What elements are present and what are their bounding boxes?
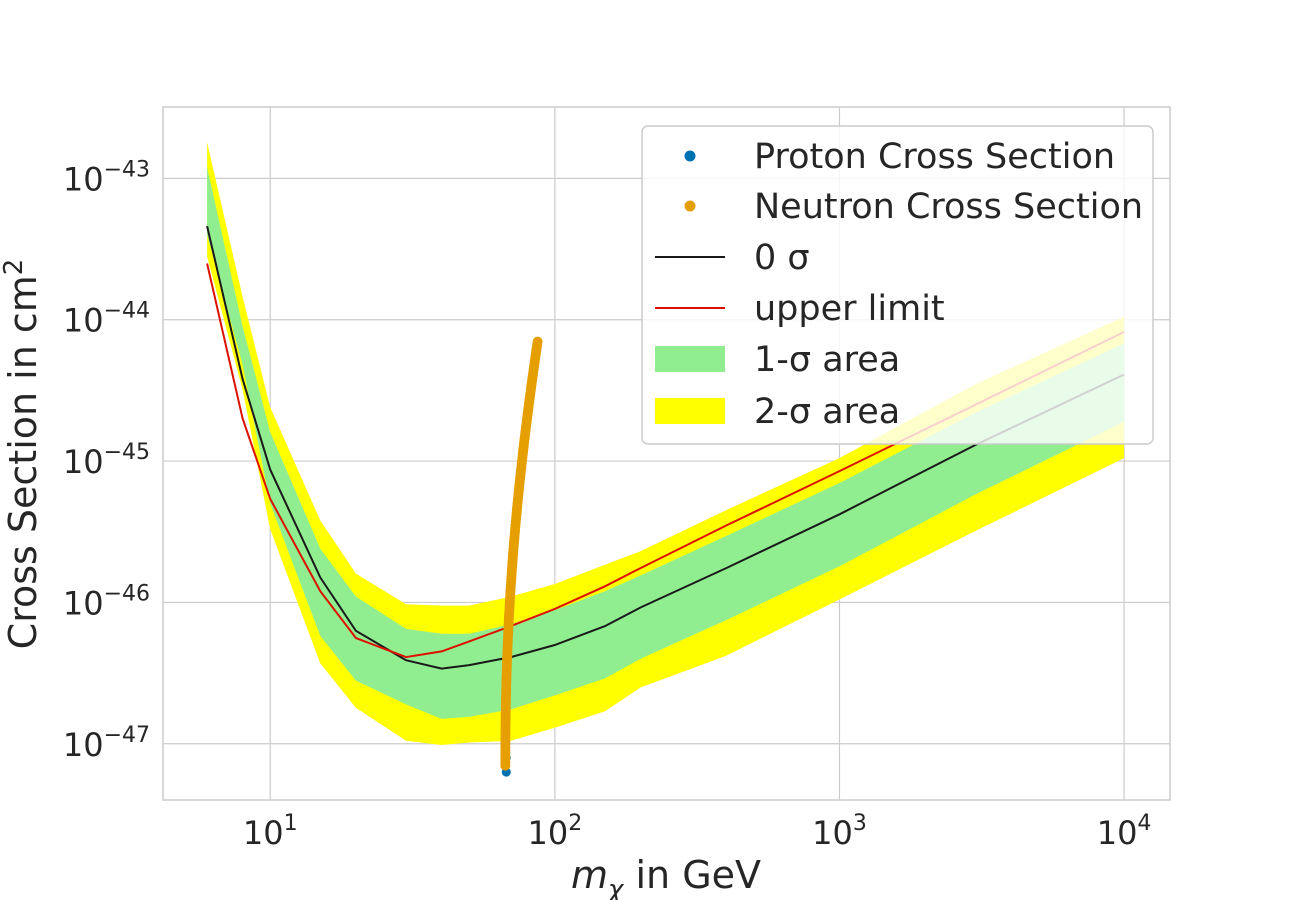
legend-label: upper limit <box>754 289 945 329</box>
legend-label: Neutron Cross Section <box>754 187 1143 227</box>
legend-patch <box>655 346 725 372</box>
y-tick-label: 10−45 <box>63 440 150 481</box>
legend-label: 2-σ area <box>754 392 900 432</box>
legend-patch <box>655 398 725 424</box>
x-tick-label: 101 <box>243 811 298 852</box>
x-axis-label: mχ in GeV <box>571 853 761 900</box>
legend-label: 1-σ area <box>754 340 900 380</box>
legend-marker <box>684 200 696 212</box>
y-tick-label: 10−44 <box>63 299 150 340</box>
plot-frame <box>162 106 1171 801</box>
legend-label: 0 σ <box>754 238 810 278</box>
y-axis-ticks: 10−43 10−44 10−45 10−46 10−47 <box>63 157 150 763</box>
x-axis-ticks: 101 102 103 104 <box>243 811 1152 852</box>
y-axis-label: Cross Section in cm2 <box>0 259 45 650</box>
x-tick-label: 102 <box>527 811 582 852</box>
neutron-point <box>532 336 543 347</box>
y-tick-label: 10−46 <box>63 581 150 622</box>
upper-limit-line <box>206 263 1125 659</box>
legend-label: Proton Cross Section <box>754 137 1115 177</box>
scatter-points <box>500 336 543 777</box>
x-tick-label: 104 <box>1097 811 1152 852</box>
legend-frame <box>641 125 1154 445</box>
limit-lines <box>206 225 1125 670</box>
zero-sigma-line <box>206 225 1125 670</box>
x-tick-label: 103 <box>812 811 867 852</box>
y-tick-label: 10−43 <box>63 157 150 198</box>
y-tick-label: 10−47 <box>63 723 150 764</box>
legend: Proton Cross Section Neutron Cross Sectio… <box>641 125 1154 445</box>
legend-marker <box>684 150 696 162</box>
